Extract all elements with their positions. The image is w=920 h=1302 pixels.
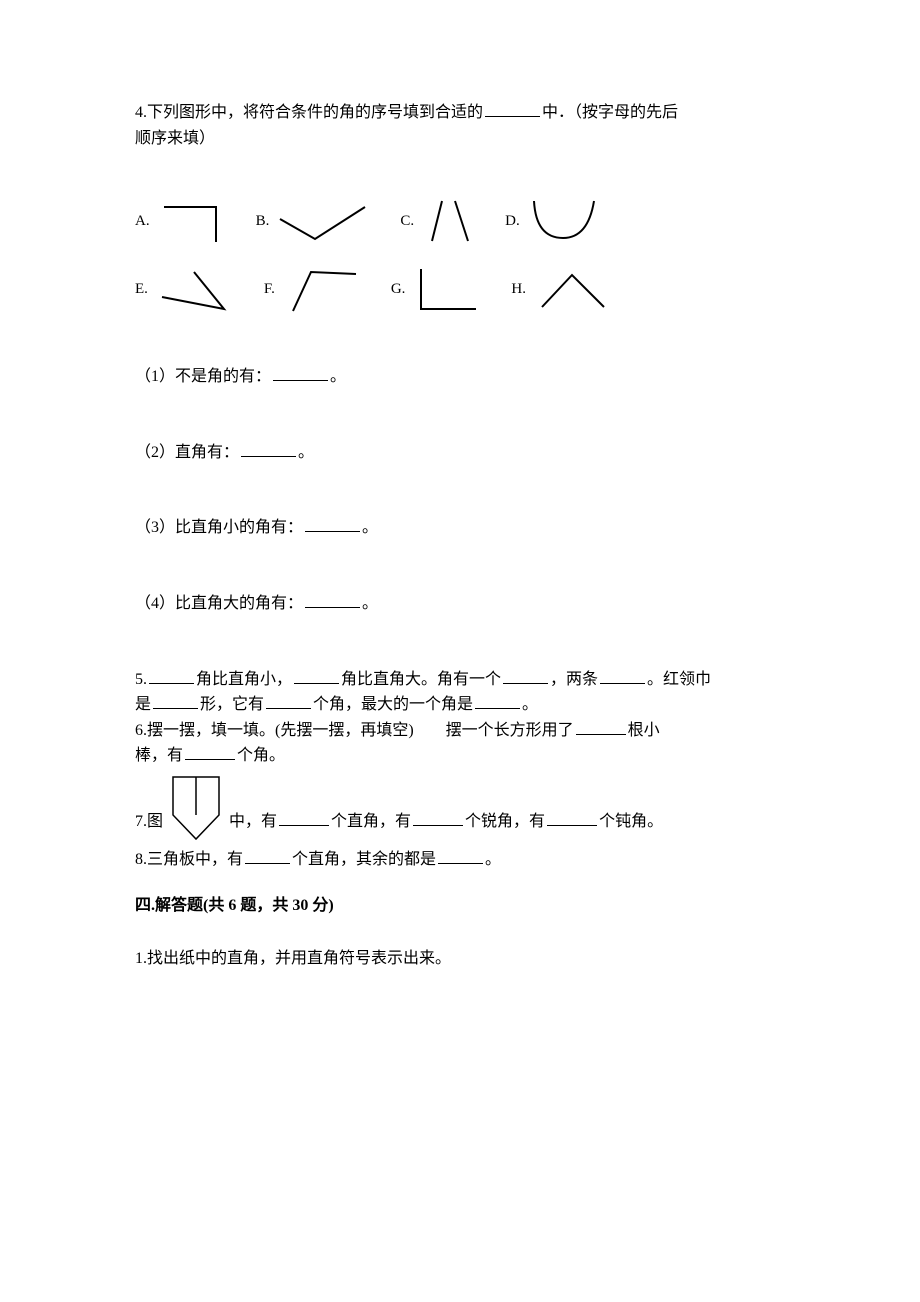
q4-sub2-blank bbox=[241, 440, 296, 457]
shape-F-svg bbox=[281, 264, 361, 314]
section4-title: 四.解答题(共 6 题，共 30 分) bbox=[135, 893, 785, 919]
q5-i: 。 bbox=[522, 696, 538, 713]
q7-line: 7.图 中，有 个直角，有 个锐角，有 个钝角。 bbox=[135, 773, 785, 843]
shape-row-1: A. B. C. D. bbox=[135, 196, 785, 246]
q7-rest: 中，有 个直角，有 个锐角，有 个钝角。 bbox=[229, 809, 663, 835]
q7-blank2 bbox=[413, 809, 463, 826]
q4-intro: 4.下列图形中，将符合条件的角的序号填到合适的 中．（按字母的先后 bbox=[135, 100, 785, 126]
q7-b: 中，有 bbox=[229, 813, 277, 830]
q5-d: ，两条 bbox=[550, 671, 598, 688]
shape-G-cell: G. bbox=[391, 264, 482, 314]
q4-sub4-b: 。 bbox=[362, 595, 378, 612]
shape-A-cell: A. bbox=[135, 199, 226, 244]
q8-blank1 bbox=[245, 847, 290, 864]
q4-text-a: 4.下列图形中，将符合条件的角的序号填到合适的 bbox=[135, 104, 483, 121]
q5-g: 形，它有 bbox=[200, 696, 264, 713]
label-A: A. bbox=[135, 209, 150, 233]
q5-h: 个角，最大的一个角是 bbox=[313, 696, 473, 713]
q7-c: 个直角，有 bbox=[331, 813, 411, 830]
q4-sub3-blank bbox=[305, 515, 360, 532]
q8-blank2 bbox=[438, 847, 483, 864]
q5-blank7 bbox=[475, 692, 520, 709]
shape-A-svg bbox=[156, 199, 226, 244]
shape-row-2: E. F. G. H. bbox=[135, 264, 785, 314]
label-E: E. bbox=[135, 277, 148, 301]
q5-blank5 bbox=[153, 692, 198, 709]
q6-blank2 bbox=[185, 743, 235, 760]
q8-b: 个直角，其余的都是 bbox=[292, 851, 436, 868]
label-H: H. bbox=[511, 277, 526, 301]
q4-sub3-a: （3）比直角小的角有： bbox=[135, 519, 303, 536]
q4-sub2: （2）直角有： 。 bbox=[135, 440, 785, 466]
q6-blank1 bbox=[576, 718, 626, 735]
q5-line2: 是 形，它有 个角，最大的一个角是 。 bbox=[135, 692, 785, 718]
q6-b: 根小 bbox=[628, 722, 660, 739]
q6-a: 6.摆一摆，填一填。(先摆一摆，再填空) 摆一个长方形用了 bbox=[135, 722, 574, 739]
q5-blank3 bbox=[503, 667, 548, 684]
q4-sub3: （3）比直角小的角有： 。 bbox=[135, 515, 785, 541]
q5-c: 角比直角大。角有一个 bbox=[341, 671, 501, 688]
q5-e: 。红领巾 bbox=[647, 671, 711, 688]
section4-q1: 1.找出纸中的直角，并用直角符号表示出来。 bbox=[135, 946, 785, 972]
q5-blank4 bbox=[600, 667, 645, 684]
q4-sub1: （1）不是角的有： 。 bbox=[135, 364, 785, 390]
shape-E-svg bbox=[154, 267, 234, 312]
shape-G-svg bbox=[411, 264, 481, 314]
q7-blank3 bbox=[547, 809, 597, 826]
shape-E-cell: E. bbox=[135, 267, 234, 312]
q4-text-b: 中．（按字母的先后 bbox=[542, 104, 678, 121]
shape-B-svg bbox=[275, 199, 370, 244]
label-G: G. bbox=[391, 277, 406, 301]
shape-C-cell: C. bbox=[400, 196, 475, 246]
label-D: D. bbox=[505, 209, 520, 233]
label-B: B. bbox=[256, 209, 270, 233]
shape-H-svg bbox=[532, 267, 612, 312]
q5-a: 5. bbox=[135, 671, 147, 688]
q4-sub2-a: （2）直角有： bbox=[135, 444, 239, 461]
q5-f: 是 bbox=[135, 696, 151, 713]
q6-line1: 6.摆一摆，填一填。(先摆一摆，再填空) 摆一个长方形用了 根小 bbox=[135, 718, 785, 744]
shape-H-cell: H. bbox=[511, 267, 612, 312]
q4-sub1-blank bbox=[273, 364, 328, 381]
q7-blank1 bbox=[279, 809, 329, 826]
q7-d: 个锐角，有 bbox=[465, 813, 545, 830]
q7-a: 7.图 bbox=[135, 809, 163, 835]
shape-C-svg bbox=[420, 196, 475, 246]
q4-sub3-b: 。 bbox=[362, 519, 378, 536]
q8-c: 。 bbox=[485, 851, 501, 868]
shape-B-cell: B. bbox=[256, 199, 371, 244]
q5-blank2 bbox=[294, 667, 339, 684]
q4-sub4-a: （4）比直角大的角有： bbox=[135, 595, 303, 612]
shape-F-cell: F. bbox=[264, 264, 361, 314]
q4-sub4: （4）比直角大的角有： 。 bbox=[135, 591, 785, 617]
q7-e: 个钝角。 bbox=[599, 813, 663, 830]
q4-sub1-b: 。 bbox=[330, 368, 346, 385]
shape-D-cell: D. bbox=[505, 196, 601, 246]
q5-blank1 bbox=[149, 667, 194, 684]
q4-sub1-a: （1）不是角的有： bbox=[135, 368, 271, 385]
q4-intro-line2: 顺序来填） bbox=[135, 126, 785, 152]
shape-D-svg bbox=[526, 196, 601, 246]
q5-b: 角比直角小， bbox=[196, 671, 292, 688]
q8-a: 8.三角板中，有 bbox=[135, 851, 243, 868]
q4-sub2-b: 。 bbox=[298, 444, 314, 461]
q4-blank-1 bbox=[485, 100, 540, 117]
label-F: F. bbox=[264, 277, 275, 301]
q5-line1: 5. 角比直角小， 角比直角大。角有一个 ，两条 。红领巾 bbox=[135, 667, 785, 693]
label-C: C. bbox=[400, 209, 414, 233]
q7-shape-svg bbox=[167, 773, 225, 843]
q6-c: 棒，有 bbox=[135, 747, 183, 764]
q6-d: 个角。 bbox=[237, 747, 285, 764]
q4-sub4-blank bbox=[305, 591, 360, 608]
q8-line: 8.三角板中，有 个直角，其余的都是 。 bbox=[135, 847, 785, 873]
q6-line2: 棒，有 个角。 bbox=[135, 743, 785, 769]
q5-blank6 bbox=[266, 692, 311, 709]
